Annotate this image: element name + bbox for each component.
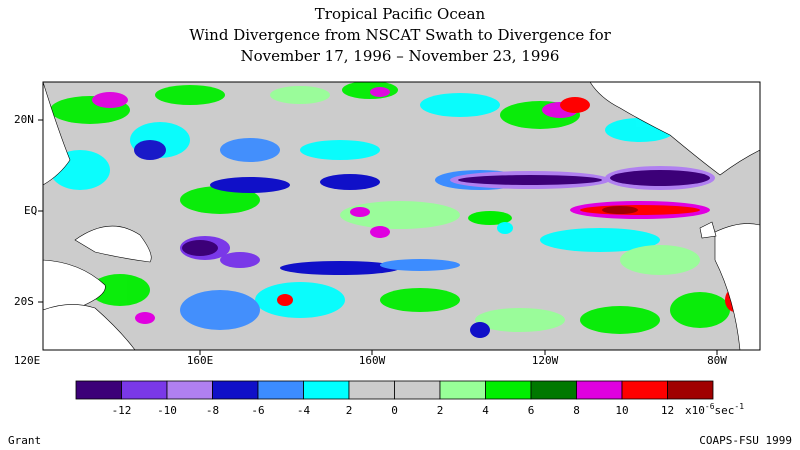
footer-credit: COAPS-FSU 1999 [699, 434, 792, 447]
colorbar-tick-label: -6 [251, 404, 264, 417]
colorbar-swatch [166, 380, 213, 400]
lon-label-160w: 160W [358, 354, 386, 367]
colorbar-units: x10-6sec-1 [685, 402, 744, 417]
colorbar-swatch [439, 380, 486, 400]
colorbar-swatch [485, 380, 532, 400]
lat-label-eq: EQ [24, 204, 38, 217]
colorbar-tick-label: -4 [297, 404, 311, 417]
colorbar-tick-label: 6 [528, 404, 535, 417]
map-frame [42, 81, 761, 351]
lat-label-20n: 20N [14, 113, 34, 126]
lon-label-120w: 120W [531, 354, 559, 367]
colorbar-tick-label: 0 [391, 404, 398, 417]
colorbar-swatch [257, 380, 304, 400]
colorbar-swatch [394, 380, 441, 400]
title-line-3: November 17, 1996 – November 23, 1996 [240, 47, 560, 65]
colorbar-swatch [667, 380, 714, 400]
colorbar-swatch [530, 380, 577, 400]
colorbar-tick-label: -12 [112, 404, 132, 417]
colorbar-tick-label: 4 [482, 404, 489, 417]
lon-label-160e: 160E [186, 354, 214, 367]
colorbar-swatch [212, 380, 259, 400]
lon-label-120e: 120E [13, 354, 41, 367]
colorbar-swatch [303, 380, 350, 400]
lat-label-20s: 20S [14, 295, 34, 308]
title-line-2: Wind Divergence from NSCAT Swath to Dive… [189, 26, 611, 44]
colorbar-swatch [621, 380, 668, 400]
colorbar-swatch [75, 380, 122, 400]
colorbar: -12 -10 -8 -6 -4 2 0 2 4 6 8 10 12 x10-6sec-1 [75, 380, 744, 417]
colorbar-tick-label: -8 [206, 404, 219, 417]
axis-ticks [38, 119, 718, 355]
footer-author: Grant [8, 434, 42, 447]
colorbar-swatch [576, 380, 623, 400]
colorbar-tick-label: -10 [157, 404, 177, 417]
colorbar-tick-label: 12 [661, 404, 674, 417]
colorbar-tick-label: 10 [615, 404, 628, 417]
colorbar-tick-label: 8 [573, 404, 580, 417]
lon-label-80w: 80W [707, 354, 727, 367]
colorbar-tick-label: 2 [437, 404, 444, 417]
colorbar-swatch [121, 380, 168, 400]
title-line-1: Tropical Pacific Ocean [314, 5, 486, 23]
colorbar-swatch [348, 380, 395, 400]
divergence-field [43, 82, 760, 350]
colorbar-tick-label: 2 [346, 404, 353, 417]
